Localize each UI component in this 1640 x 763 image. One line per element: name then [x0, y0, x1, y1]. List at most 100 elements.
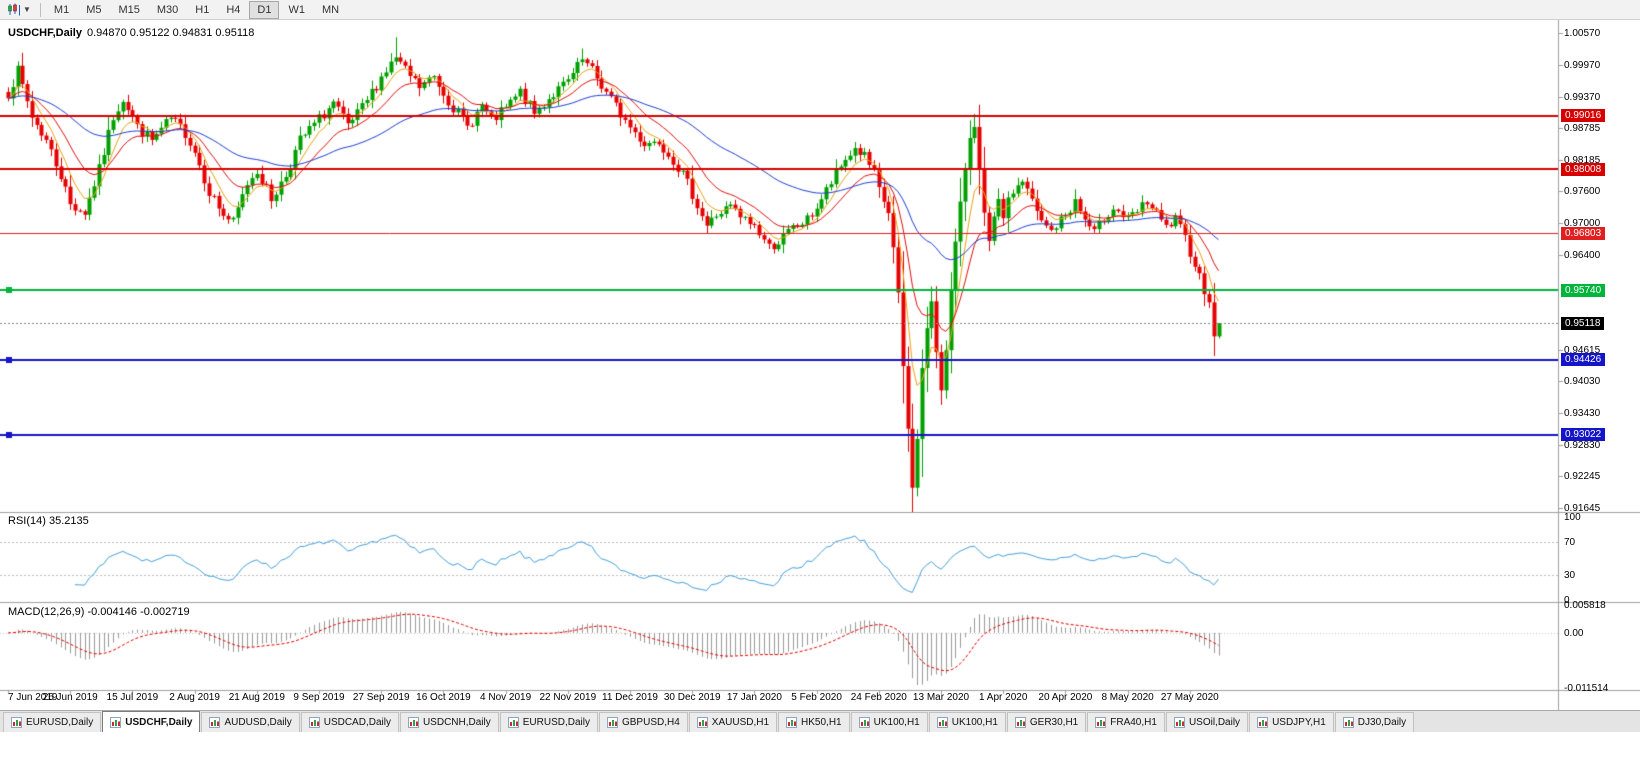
- mini-chart-icon: [209, 717, 221, 728]
- chart-tab-label: EURUSD,Daily: [522, 717, 590, 728]
- date-axis-label: 9 Sep 2019: [293, 692, 345, 703]
- price-axis-label: 0.94030: [1564, 376, 1601, 388]
- price-level-tag: 0.99016: [1561, 109, 1606, 123]
- date-axis-label: 27 Sep 2019: [352, 692, 410, 703]
- date-axis-label: 13 Mar 2020: [912, 692, 970, 703]
- price-axis-label: 0.99370: [1564, 91, 1601, 103]
- date-axis-label: 17 Jan 2020: [726, 692, 782, 703]
- mini-chart-icon: [110, 716, 122, 728]
- price-axis-label: 0.96400: [1564, 249, 1601, 261]
- chart-tab-eurusd-daily[interactable]: EURUSD,Daily: [3, 712, 102, 732]
- chart-tab-uk100-h1[interactable]: UK100,H1: [850, 712, 928, 732]
- macd-indicator-title: MACD(12,26,9) -0.004146 -0.002719: [8, 606, 190, 618]
- timeframe-button-h4[interactable]: H4: [218, 1, 248, 19]
- chart-tab-label: XAUUSD,H1: [711, 717, 770, 728]
- mini-chart-icon: [1095, 717, 1107, 728]
- chart-tab-usdchf-daily[interactable]: USDCHF,Daily: [102, 711, 201, 732]
- mini-chart-icon: [696, 717, 708, 728]
- chart-tab-uk100-h1[interactable]: UK100,H1: [928, 712, 1006, 732]
- mini-chart-icon: [606, 717, 618, 728]
- chart-tab-bar: EURUSD,Daily USDCHF,Daily AUDUSD,Daily USDC…: [0, 710, 1640, 732]
- date-axis-label: 4 Nov 2019: [480, 692, 532, 703]
- candlestick-chart-icon: [7, 3, 21, 16]
- chart-tab-eurusd-daily[interactable]: EURUSD,Daily: [499, 712, 598, 732]
- price-level-tag: 0.95740: [1561, 283, 1606, 297]
- chart-tab-label: FRA40,H1: [1110, 717, 1157, 728]
- rsi-axis-label: 30: [1564, 570, 1576, 582]
- chart-tab-usdcnh-daily[interactable]: USDCNH,Daily: [399, 712, 499, 732]
- price-chart-canvas[interactable]: [0, 20, 1640, 710]
- price-axis-label: 0.98185: [1564, 154, 1601, 166]
- chart-tab-label: EURUSD,Daily: [26, 717, 94, 728]
- price-axis-label: 0.92245: [1564, 471, 1601, 483]
- price-level-tag: 0.94426: [1561, 353, 1606, 367]
- chart-tab-usdcad-daily[interactable]: USDCAD,Daily: [300, 712, 399, 732]
- price-level-tag: 0.93022: [1561, 428, 1606, 442]
- price-axis-label: 0.94615: [1564, 344, 1601, 356]
- chart-window: USDCHF,Daily 0.94870 0.95122 0.94831 0.95…: [0, 20, 1640, 710]
- timeframe-button-d1[interactable]: D1: [249, 0, 280, 19]
- mini-chart-icon: [1014, 717, 1026, 728]
- date-axis-label: 21 Aug 2019: [228, 692, 285, 703]
- timeframe-button-mn[interactable]: MN: [314, 1, 347, 19]
- chart-tab-label: USDJPY,H1: [1272, 717, 1326, 728]
- date-axis-label: 11 Dec 2019: [602, 692, 658, 703]
- date-axis-label: 24 Feb 2020: [850, 692, 907, 703]
- chart-tab-label: GBPUSD,H4: [621, 717, 680, 728]
- chart-tab-audusd-daily[interactable]: AUDUSD,Daily: [201, 712, 300, 732]
- chart-tab-fra40-h1[interactable]: FRA40,H1: [1087, 712, 1165, 732]
- chart-tab-xauusd-h1[interactable]: XAUUSD,H1: [688, 712, 778, 732]
- chart-tab-label: DJ30,Daily: [1357, 717, 1407, 728]
- date-axis-label: 30 Dec 2019: [663, 692, 721, 703]
- timeframe-button-m5[interactable]: M5: [78, 1, 109, 19]
- date-axis-label: 5 Feb 2020: [791, 692, 842, 703]
- chart-tab-label: USDCAD,Daily: [323, 717, 391, 728]
- chart-type-button[interactable]: ▼: [3, 1, 35, 19]
- timeframe-button-m15[interactable]: M15: [110, 1, 147, 19]
- chart-tab-gbpusd-h4[interactable]: GBPUSD,H4: [598, 712, 688, 732]
- price-axis-label: 0.92830: [1564, 439, 1601, 451]
- chart-ohlc-values: 0.94870 0.95122 0.94831 0.95118: [86, 27, 255, 39]
- macd-axis-label: -0.011514: [1564, 683, 1609, 694]
- macd-axis-label: 0.005818: [1564, 600, 1606, 611]
- mini-chart-icon: [407, 717, 419, 728]
- timeframe-toolbar: M1 M5 M15 M30 H1 H4 D1 W1 MN: [46, 0, 347, 19]
- price-axis-label: 0.97000: [1564, 218, 1601, 229]
- chart-tab-label: HK50,H1: [801, 717, 842, 728]
- chevron-down-icon: ▼: [23, 4, 31, 14]
- rsi-indicator-title: RSI(14) 35.2135: [8, 515, 89, 527]
- timeframe-button-h1[interactable]: H1: [187, 1, 217, 19]
- price-axis-label: 0.93430: [1564, 408, 1601, 419]
- chart-tab-dj30-daily[interactable]: DJ30,Daily: [1334, 712, 1415, 732]
- chart-tab-usoil-daily[interactable]: USOil,Daily: [1165, 712, 1249, 732]
- chart-tab-label: USOil,Daily: [1188, 717, 1241, 728]
- chart-overlays: 1.00570 0.99970 0.99370 0.98785 0.98185 0.976…: [0, 20, 1640, 710]
- chart-tab-hk50-h1[interactable]: HK50,H1: [778, 712, 850, 732]
- price-axis-label: 0.97600: [1564, 186, 1601, 198]
- price-level-tag: 0.98008: [1561, 162, 1606, 176]
- rsi-axis-label: 100: [1564, 512, 1581, 523]
- date-axis-label: 22 Nov 2019: [539, 692, 597, 703]
- mini-chart-icon: [11, 717, 22, 728]
- chart-tab-label: AUDUSD,Daily: [224, 717, 292, 728]
- toolbar-separator: [39, 2, 41, 17]
- mini-chart-icon: [308, 717, 320, 728]
- chart-title: USDCHF,Daily 0.94870 0.95122 0.94831 0.95…: [8, 27, 254, 39]
- mini-chart-icon: [1257, 717, 1269, 728]
- rsi-axis-label: 70: [1564, 536, 1576, 548]
- mini-chart-icon: [1342, 717, 1354, 728]
- chart-tab-label: USDCNH,Daily: [422, 717, 491, 728]
- date-axis-label: 8 May 2020: [1101, 692, 1154, 703]
- chart-tab-label: UK100,H1: [873, 717, 920, 728]
- timeframe-button-m1[interactable]: M1: [46, 1, 77, 19]
- mini-chart-icon: [507, 717, 519, 728]
- mini-chart-icon: [786, 717, 798, 728]
- date-axis-label: 27 May 2020: [1160, 692, 1219, 703]
- timeframe-button-w1[interactable]: W1: [280, 1, 313, 19]
- date-axis-label: 15 Jul 2019: [106, 692, 159, 703]
- chart-tab-usdjpy-h1[interactable]: USDJPY,H1: [1249, 712, 1334, 732]
- chart-tab-ger30-h1[interactable]: GER30,H1: [1006, 712, 1087, 732]
- timeframe-button-m30[interactable]: M30: [149, 1, 186, 19]
- mini-chart-icon: [936, 717, 948, 728]
